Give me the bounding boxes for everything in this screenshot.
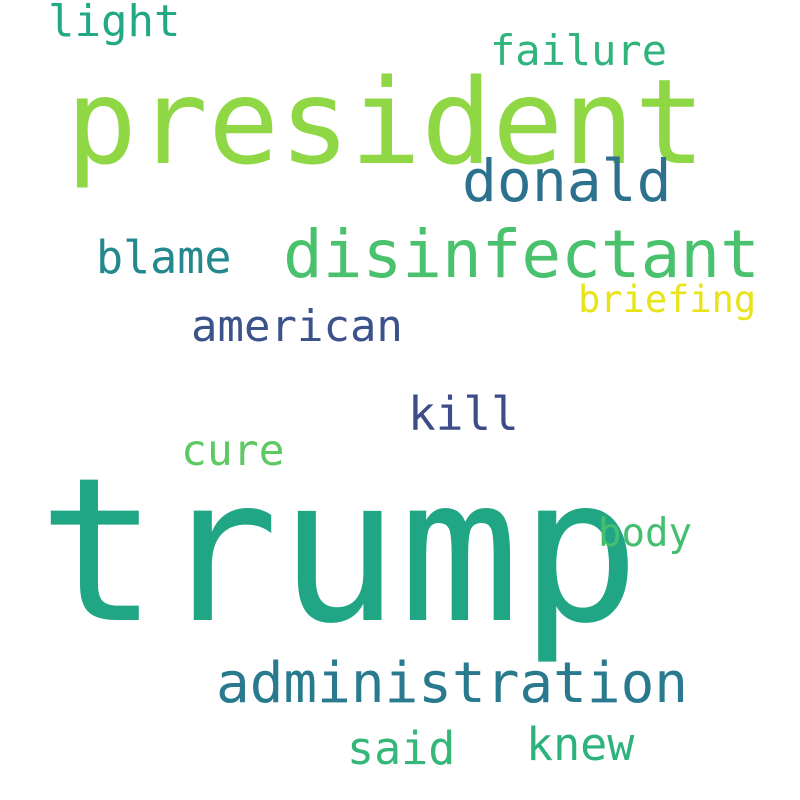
- word-administration: administration: [216, 651, 689, 716]
- word-said: said: [347, 722, 456, 775]
- word-failure: failure: [490, 26, 668, 75]
- word-trump: trump: [38, 435, 641, 668]
- word-president: president: [66, 53, 706, 191]
- word-light: light: [48, 0, 181, 47]
- word-disinfectant: disinfectant: [283, 216, 760, 293]
- word-donald: donald: [462, 147, 672, 215]
- word-briefing: briefing: [578, 278, 757, 321]
- word-body: body: [598, 511, 692, 556]
- word-knew: knew: [526, 718, 635, 771]
- word-blame: blame: [96, 231, 232, 284]
- word-kill: kill: [408, 387, 519, 441]
- word-american: american: [191, 301, 403, 352]
- word-cure: cure: [181, 426, 285, 476]
